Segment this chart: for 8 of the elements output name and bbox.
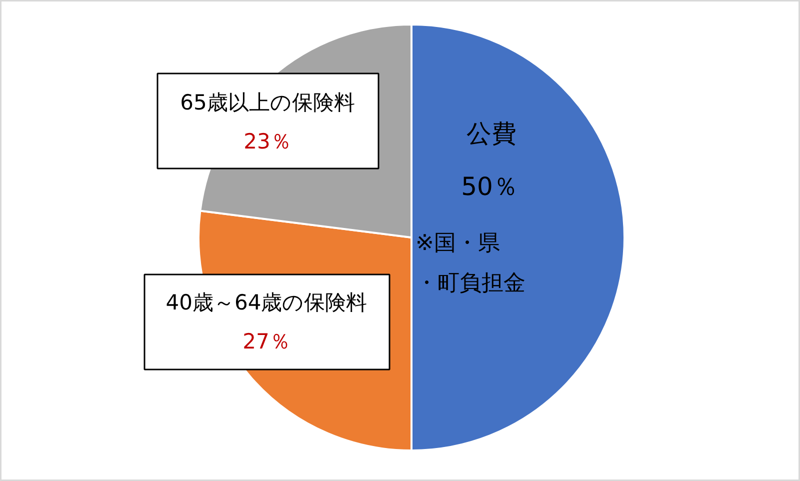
slice-label: 40歳～64歳の保険料 [166, 290, 368, 314]
text: ・町負担金 [416, 271, 526, 296]
data-label: 50％ [461, 172, 518, 201]
slice-label: 65歳以上の保険料 [180, 90, 355, 114]
data-label: 23％ [244, 130, 292, 154]
data-label: 27％ [242, 330, 290, 354]
text: ※国・県 [416, 231, 500, 256]
slice-label: 公費 [466, 119, 516, 148]
